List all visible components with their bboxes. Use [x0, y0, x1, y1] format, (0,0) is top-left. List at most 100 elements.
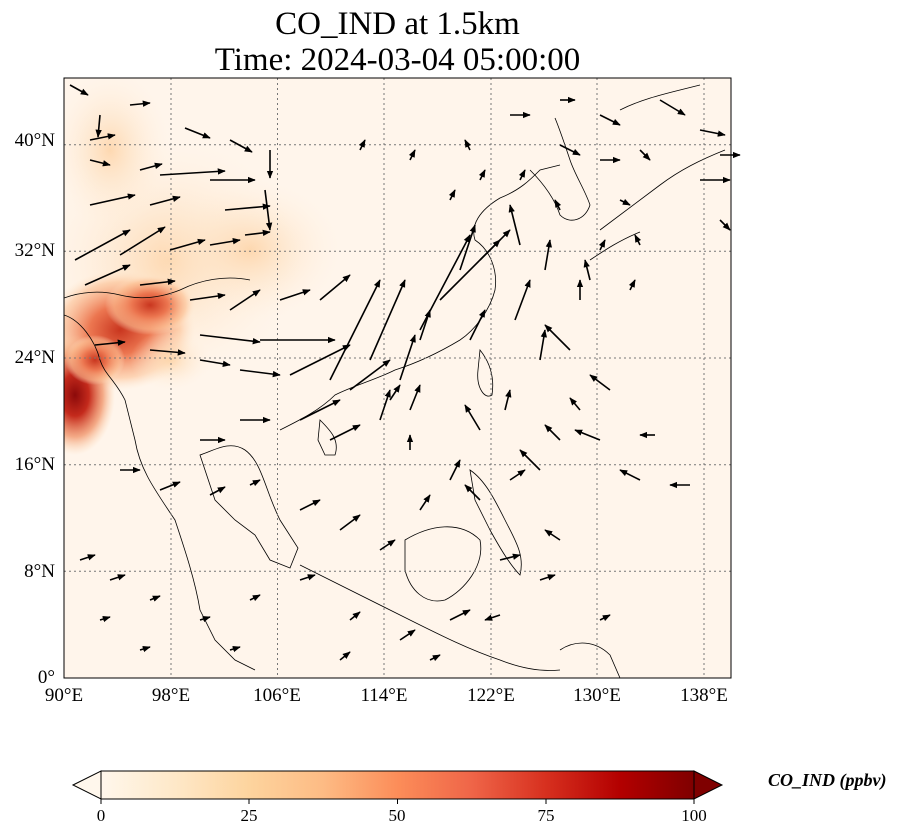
wind-arrow: [199, 334, 261, 345]
colorbar-tick-0: 0: [96, 806, 106, 825]
colorbar-tick-100: 100: [681, 806, 707, 825]
wind-arrow: [464, 404, 481, 431]
wind-arrow: [464, 484, 481, 501]
wind-arrow: [129, 100, 151, 107]
lon-tick-122: 122°E: [467, 685, 515, 706]
wind-arrow: [358, 139, 366, 151]
wind-arrow: [634, 234, 642, 246]
wind-arrow: [209, 486, 226, 496]
wind-arrow: [369, 279, 406, 361]
wind-arrow: [389, 384, 401, 401]
wind-arrow: [139, 646, 151, 653]
wind-arrow: [399, 334, 416, 381]
wind-arrow: [229, 646, 241, 653]
wind-arrow: [699, 129, 726, 137]
wind-arrow: [619, 469, 641, 481]
wind-arrow: [119, 226, 166, 256]
colorbar-gradient: [100, 770, 695, 800]
wind-arrow: [349, 611, 361, 621]
wind-arrow: [249, 594, 261, 602]
wind-arrow: [504, 389, 512, 411]
wind-arrow: [509, 469, 526, 481]
wind-arrow: [149, 349, 186, 356]
wind-arrow: [264, 189, 273, 231]
wind-arrow: [95, 114, 102, 138]
chart-title-line1: CO_IND at 1.5km: [275, 6, 520, 42]
wind-arrow: [574, 429, 601, 441]
wind-arrow: [109, 574, 126, 581]
wind-arrow: [449, 609, 471, 621]
wind-arrow: [639, 149, 651, 161]
wind-arrow: [429, 654, 441, 662]
wind-arrow: [139, 162, 163, 171]
wind-arrow: [599, 114, 621, 126]
wind-arrow: [469, 309, 486, 341]
lon-tick-130: 130°E: [573, 685, 621, 706]
wind-arrow: [598, 239, 606, 251]
wind-arrow: [139, 278, 176, 286]
colorbar-extend-min: [71, 770, 102, 800]
wind-arrow: [719, 219, 731, 231]
wind-arrow: [514, 279, 531, 321]
wind-arrow: [539, 574, 556, 581]
wind-arrow: [619, 198, 631, 206]
wind-arrow: [89, 193, 136, 206]
wind-arrow: [448, 189, 456, 201]
wind-arrow: [189, 292, 226, 301]
wind-arrow: [339, 651, 351, 661]
wind-arrow: [399, 629, 416, 641]
wind-arrow: [329, 279, 381, 381]
wind-arrow: [379, 539, 396, 551]
wind-arrow: [419, 494, 431, 511]
wind-arrow: [459, 224, 476, 271]
chart-title-line2: Time: 2024-03-04 05:00:00: [214, 42, 581, 78]
wind-arrow: [209, 238, 241, 246]
wind-arrow: [199, 359, 231, 367]
wind-arrow: [94, 339, 126, 346]
wind-arrow: [409, 384, 421, 411]
wind-arrow: [349, 359, 391, 391]
lon-tick-114: 114°E: [360, 685, 408, 706]
lat-tick-24: 24°N: [14, 347, 55, 368]
wind-arrow: [299, 574, 316, 581]
lat-tick-8: 8°N: [24, 561, 55, 582]
wind-arrow: [484, 614, 501, 621]
wind-arrow: [544, 324, 571, 351]
lon-tick-138: 138°E: [680, 685, 728, 706]
wind-arrow: [659, 99, 686, 116]
wind-arrow: [419, 309, 431, 341]
wind-arrow: [464, 139, 472, 151]
wind-arrow: [329, 424, 361, 441]
wind-arrow: [519, 449, 541, 471]
wind-arrow: [159, 481, 181, 491]
wind-arrow: [408, 149, 416, 161]
wind-arrow: [518, 169, 526, 181]
lon-tick-106: 106°E: [253, 685, 301, 706]
colorbar-extend-max: [693, 770, 724, 800]
wind-arrow: [583, 259, 591, 281]
wind-arrow: [544, 529, 561, 541]
wind-arrow: [229, 139, 253, 153]
colorbar-tick-75: 75: [537, 806, 555, 825]
lat-tick-16: 16°N: [14, 454, 55, 475]
wind-arrow: [569, 397, 581, 411]
wind-arrow: [544, 239, 552, 271]
map-frame: [63, 77, 732, 679]
lat-tick-40: 40°N: [14, 130, 55, 151]
wind-arrow: [199, 616, 211, 623]
wind-arrow: [169, 238, 206, 251]
lon-tick-90: 90°E: [44, 685, 84, 706]
wind-arrow: [589, 374, 611, 391]
lat-tick-0: 0°: [37, 667, 55, 688]
wind-arrow: [449, 459, 461, 481]
wind-arrow: [499, 553, 521, 561]
wind-arrow: [149, 195, 181, 206]
wind-arrow: [79, 554, 96, 561]
wind-arrow: [539, 329, 547, 361]
wind-arrow: [249, 479, 261, 487]
wind-arrow: [239, 369, 281, 378]
wind-arrow: [159, 168, 226, 176]
wind-arrow: [244, 229, 271, 237]
co-field: [64, 78, 340, 455]
